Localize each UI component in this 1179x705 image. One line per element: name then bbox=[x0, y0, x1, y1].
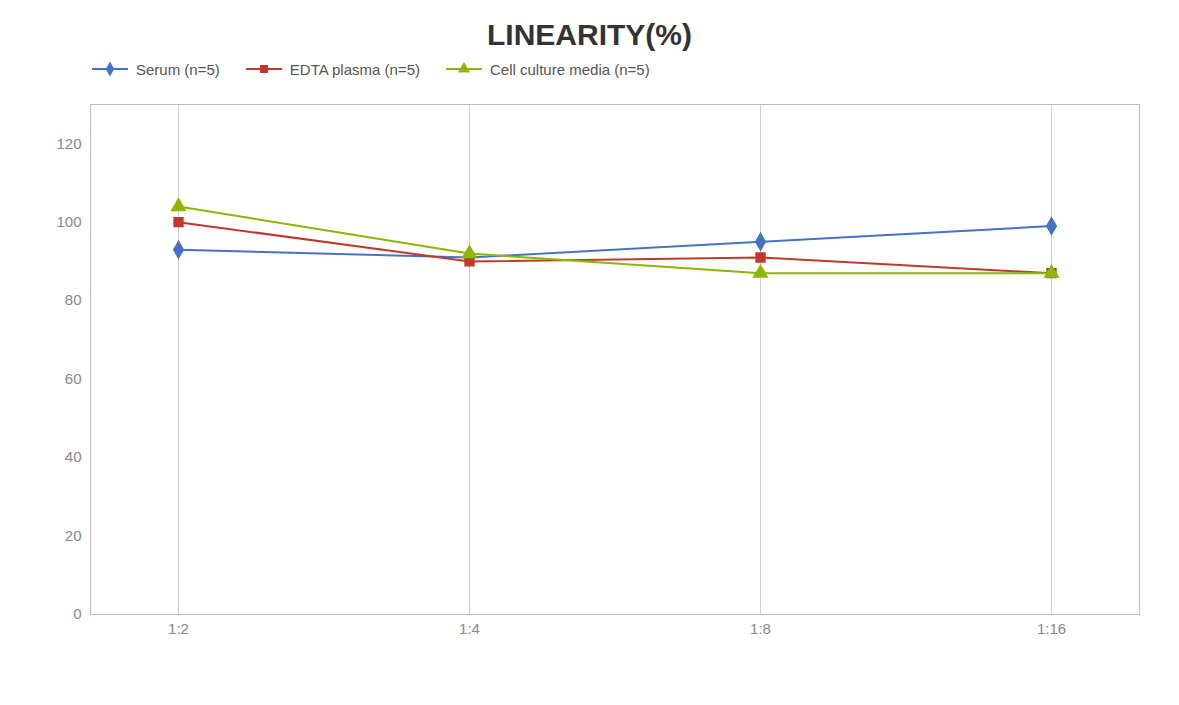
svg-text:0: 0 bbox=[73, 605, 81, 622]
html-text:Cell culture media (n=5): Cell culture media (n=5) bbox=[490, 60, 650, 78]
svg-text:40: 40 bbox=[65, 448, 82, 465]
svg-text:80: 80 bbox=[65, 291, 82, 308]
svg-text:20: 20 bbox=[65, 527, 82, 544]
svg-text:60: 60 bbox=[65, 370, 82, 387]
html-text:LINEARITY(%): LINEARITY(%) bbox=[487, 18, 692, 51]
svg-text:1:2: 1:2 bbox=[168, 620, 189, 637]
svg-text:1:16: 1:16 bbox=[1037, 620, 1066, 637]
html-text:EDTA plasma (n=5): EDTA plasma (n=5) bbox=[289, 60, 420, 78]
svg-text:100: 100 bbox=[56, 213, 81, 230]
html-text:Serum (n=5): Serum (n=5) bbox=[136, 60, 220, 78]
svg-text:1:4: 1:4 bbox=[459, 620, 480, 637]
svg-text:120: 120 bbox=[56, 135, 81, 152]
svg-text:1:8: 1:8 bbox=[750, 620, 771, 637]
